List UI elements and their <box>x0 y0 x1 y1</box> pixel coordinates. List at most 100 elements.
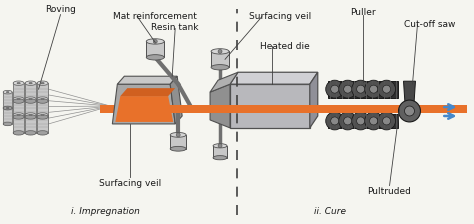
Ellipse shape <box>25 97 36 101</box>
Polygon shape <box>328 81 398 98</box>
Polygon shape <box>112 84 175 124</box>
Ellipse shape <box>29 82 32 84</box>
Ellipse shape <box>6 92 9 93</box>
FancyBboxPatch shape <box>146 41 164 57</box>
Text: Resin tank: Resin tank <box>151 23 199 32</box>
Polygon shape <box>328 114 398 128</box>
Circle shape <box>352 80 370 98</box>
Ellipse shape <box>37 115 48 119</box>
Circle shape <box>218 49 222 53</box>
Ellipse shape <box>13 99 24 103</box>
Text: Surfacing veil: Surfacing veil <box>99 179 162 188</box>
Polygon shape <box>210 84 230 128</box>
FancyBboxPatch shape <box>211 51 229 67</box>
Text: Pultruded: Pultruded <box>368 187 411 196</box>
Text: Surfacing veil: Surfacing veil <box>249 12 311 21</box>
Ellipse shape <box>37 97 48 101</box>
Ellipse shape <box>29 114 32 116</box>
Polygon shape <box>403 81 416 111</box>
FancyBboxPatch shape <box>13 115 24 133</box>
FancyBboxPatch shape <box>37 83 48 101</box>
Polygon shape <box>310 72 318 128</box>
Ellipse shape <box>211 65 229 70</box>
FancyBboxPatch shape <box>168 105 467 113</box>
Ellipse shape <box>170 132 186 137</box>
Circle shape <box>344 85 352 93</box>
Text: i. Impregnation: i. Impregnation <box>71 207 140 216</box>
Polygon shape <box>230 84 310 128</box>
Circle shape <box>326 80 344 98</box>
Ellipse shape <box>41 114 44 116</box>
Ellipse shape <box>17 82 20 84</box>
Ellipse shape <box>3 90 12 94</box>
Circle shape <box>331 85 339 93</box>
Polygon shape <box>100 105 168 113</box>
Circle shape <box>356 117 365 125</box>
Ellipse shape <box>170 146 186 151</box>
Text: Heated die: Heated die <box>260 42 310 51</box>
Ellipse shape <box>37 81 48 85</box>
Text: ii. Cure: ii. Cure <box>314 207 346 216</box>
Circle shape <box>370 117 378 125</box>
Ellipse shape <box>3 106 12 110</box>
FancyBboxPatch shape <box>37 115 48 133</box>
Circle shape <box>365 112 383 130</box>
Ellipse shape <box>6 108 9 109</box>
Ellipse shape <box>13 131 24 135</box>
Polygon shape <box>419 105 455 113</box>
Circle shape <box>370 85 378 93</box>
FancyBboxPatch shape <box>25 99 36 117</box>
Ellipse shape <box>37 113 48 117</box>
FancyBboxPatch shape <box>37 99 48 117</box>
Ellipse shape <box>13 97 24 101</box>
Circle shape <box>352 112 370 130</box>
Ellipse shape <box>13 81 24 85</box>
Ellipse shape <box>25 99 36 103</box>
Polygon shape <box>230 72 318 84</box>
Circle shape <box>383 117 391 125</box>
Ellipse shape <box>146 39 164 44</box>
Ellipse shape <box>3 106 12 110</box>
Polygon shape <box>210 72 238 92</box>
FancyBboxPatch shape <box>25 115 36 133</box>
FancyBboxPatch shape <box>3 108 12 124</box>
FancyBboxPatch shape <box>13 83 24 101</box>
Ellipse shape <box>37 99 48 103</box>
FancyBboxPatch shape <box>25 83 36 101</box>
Ellipse shape <box>3 122 12 126</box>
Ellipse shape <box>25 131 36 135</box>
Ellipse shape <box>41 82 44 84</box>
Ellipse shape <box>146 55 164 60</box>
Circle shape <box>399 100 420 122</box>
Ellipse shape <box>211 49 229 54</box>
Ellipse shape <box>25 81 36 85</box>
Circle shape <box>153 39 157 43</box>
Circle shape <box>356 85 365 93</box>
Ellipse shape <box>29 98 32 100</box>
Ellipse shape <box>17 98 20 100</box>
Ellipse shape <box>13 115 24 119</box>
Circle shape <box>339 112 356 130</box>
FancyBboxPatch shape <box>13 99 24 117</box>
Ellipse shape <box>17 114 20 116</box>
Text: Roving: Roving <box>45 5 76 14</box>
FancyBboxPatch shape <box>213 146 227 158</box>
Ellipse shape <box>41 98 44 100</box>
Circle shape <box>339 80 356 98</box>
Text: Cut-off saw: Cut-off saw <box>404 20 455 29</box>
Ellipse shape <box>37 131 48 135</box>
Text: Puller: Puller <box>350 8 375 17</box>
Polygon shape <box>170 76 182 124</box>
FancyBboxPatch shape <box>170 135 186 149</box>
Text: Mat reinforcement: Mat reinforcement <box>113 12 197 21</box>
FancyBboxPatch shape <box>210 105 310 113</box>
Ellipse shape <box>25 113 36 117</box>
Circle shape <box>378 112 395 130</box>
Circle shape <box>344 117 352 125</box>
Polygon shape <box>115 96 173 122</box>
Circle shape <box>404 106 414 116</box>
Circle shape <box>365 80 383 98</box>
Polygon shape <box>120 88 175 96</box>
Ellipse shape <box>213 144 227 148</box>
Circle shape <box>378 80 395 98</box>
